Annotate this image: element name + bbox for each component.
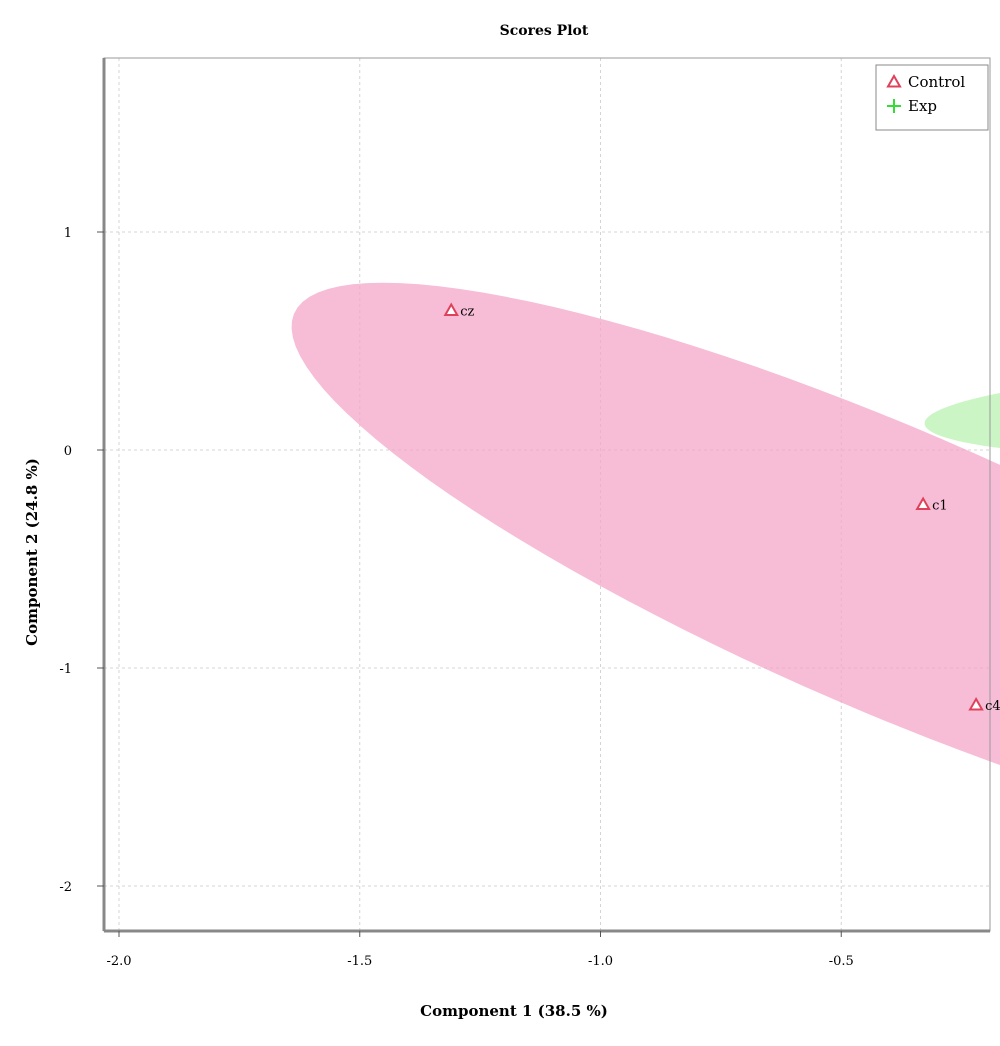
legend-label-exp: Exp [908,97,937,115]
series-control: czc1c3c5c4 [443,302,1000,714]
y-tick-label: 0 [64,444,72,459]
chart-title: Scores Plot [500,23,589,39]
point-label-c1: c1 [932,499,948,514]
y-tick-label: 1 [64,226,72,241]
plot-area: -2.0-1.5-1.0-0.50.00.51.01.510-1-2czc1c3… [59,57,1000,969]
legend-marker-control [886,73,902,88]
legend-marker-exp [887,99,901,113]
x-tick-label: -1.0 [588,954,613,969]
y-tick-label: -1 [59,662,72,677]
confidence-ellipse-exp [924,393,1000,449]
confidence-ellipse-control [291,282,1000,765]
x-tick-label: -2.0 [106,954,131,969]
y-axis-label: Component 2 (24.8 %) [23,458,41,646]
x-tick-label: -0.5 [829,954,854,969]
data-point-c4 [968,697,984,711]
x-axis-label: Component 1 (38.5 %) [420,1002,608,1020]
data-point-c1 [915,496,931,510]
y-tick-label: -2 [59,880,72,895]
point-label-c4: c4 [985,699,1000,714]
data-point-cz [443,302,459,316]
point-label-cz: cz [460,304,474,319]
x-tick-label: -1.5 [347,954,372,969]
legend-label-control: Control [908,73,965,91]
legend: Control Exp [875,64,989,131]
